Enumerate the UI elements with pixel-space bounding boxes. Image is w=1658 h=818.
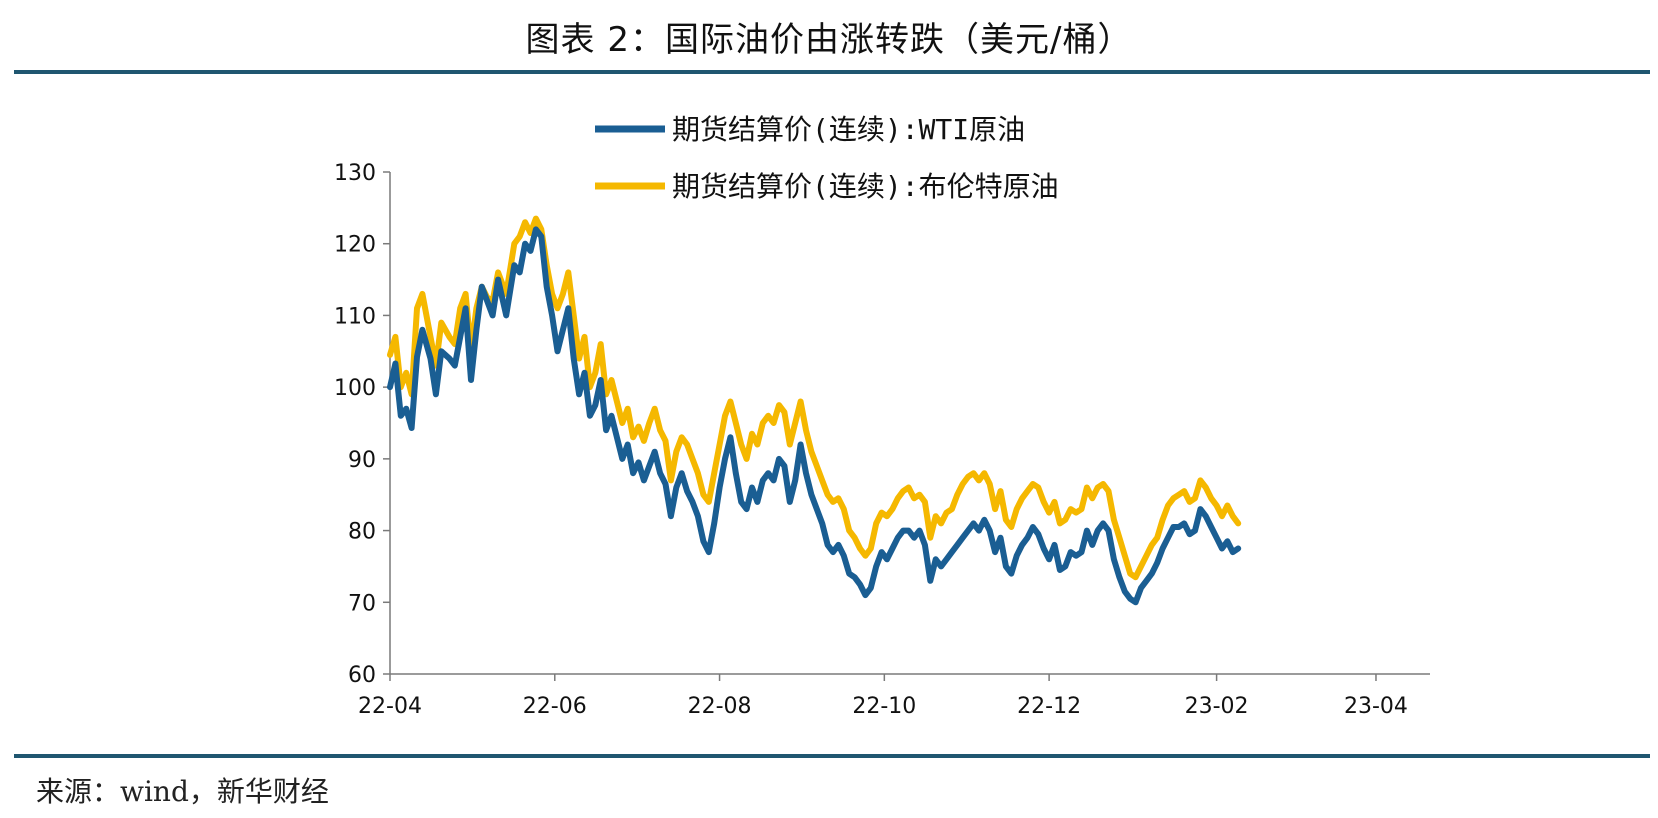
y-tick-label: 70 [348,591,376,616]
source-note: 来源：wind，新华财经 [36,775,329,808]
y-tick-label: 120 [334,233,376,258]
x-tick-label: 23-04 [1344,694,1408,719]
top-divider [14,70,1650,74]
y-tick-label: 80 [348,520,376,545]
y-tick-label: 110 [334,304,376,329]
x-tick-label: 22-04 [358,694,422,719]
x-tick-label: 22-10 [852,694,916,719]
y-tick-label: 90 [348,448,376,473]
legend: 期货结算价(连续):WTI原油 期货结算价(连续):布伦特原油 [595,113,1059,203]
series-layer [387,215,1242,606]
x-tick-label: 22-08 [688,694,752,719]
y-tick-label: 60 [348,663,376,688]
axes [389,172,1430,675]
legend-label-wti: 期货结算价(连续):WTI原油 [672,113,1025,146]
axis-ticks: 60 70 80 90 100 110 120 130 22-04 22-06 22-08 22-10… [334,161,1408,719]
y-tick-label: 130 [334,161,376,186]
x-tick-label: 22-06 [523,694,587,719]
y-tick-label: 100 [334,376,376,401]
legend-label-brent: 期货结算价(连续):布伦特原油 [672,170,1059,203]
bottom-divider [14,754,1650,758]
chart-title: 图表 2：国际油价由涨转跌（美元/桶） [525,20,1133,60]
series-line-brent [387,215,1242,581]
series-line-wti [387,226,1242,606]
x-tick-label: 23-02 [1185,694,1249,719]
x-tick-label: 22-12 [1017,694,1081,719]
